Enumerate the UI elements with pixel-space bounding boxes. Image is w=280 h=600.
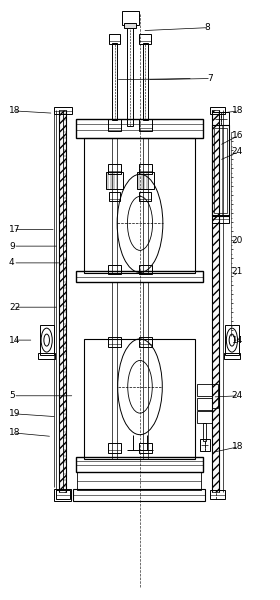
Bar — [54, 107, 72, 115]
Bar — [143, 139, 148, 273]
Bar — [139, 192, 151, 201]
Bar — [203, 423, 206, 440]
Bar — [112, 282, 117, 458]
Bar — [108, 265, 121, 274]
Bar — [197, 398, 213, 410]
Bar — [109, 192, 120, 201]
Bar — [139, 337, 152, 347]
Bar — [210, 490, 225, 499]
Text: 9: 9 — [9, 242, 15, 251]
Text: 17: 17 — [9, 225, 20, 234]
Text: 8: 8 — [204, 23, 210, 32]
Bar — [213, 215, 229, 223]
Bar — [213, 125, 229, 216]
Bar — [56, 490, 69, 499]
Text: 14: 14 — [232, 335, 243, 344]
Bar — [76, 457, 203, 472]
Bar — [197, 385, 213, 397]
Bar — [84, 139, 195, 273]
Text: 24: 24 — [232, 147, 243, 156]
Bar — [213, 110, 220, 491]
Bar — [73, 489, 206, 501]
Bar — [139, 34, 151, 44]
Bar — [220, 125, 222, 216]
Text: 18: 18 — [232, 442, 243, 451]
Bar — [122, 11, 139, 25]
Text: 7: 7 — [207, 74, 213, 83]
Bar — [139, 119, 152, 131]
Bar — [59, 110, 66, 491]
Bar — [106, 172, 123, 189]
Bar — [143, 282, 148, 458]
Bar — [76, 271, 203, 282]
Bar — [108, 119, 121, 131]
Bar — [200, 439, 210, 451]
Bar — [210, 107, 225, 115]
Bar — [139, 265, 152, 274]
Bar — [137, 172, 154, 189]
Bar — [109, 34, 120, 44]
Bar — [112, 139, 117, 273]
Text: 21: 21 — [232, 267, 243, 276]
Text: 18: 18 — [232, 106, 243, 115]
Bar — [108, 337, 121, 347]
Bar — [225, 325, 239, 355]
Bar — [84, 339, 195, 458]
Bar — [77, 472, 201, 490]
Text: 19: 19 — [9, 409, 20, 418]
Bar — [112, 43, 117, 121]
Bar — [139, 164, 152, 174]
Bar — [213, 384, 218, 408]
Bar — [143, 43, 148, 121]
Text: 5: 5 — [9, 391, 15, 400]
Bar — [139, 443, 152, 452]
Text: 24: 24 — [232, 391, 243, 400]
Bar — [54, 489, 71, 501]
Bar — [224, 353, 240, 359]
Text: 20: 20 — [232, 236, 243, 245]
Text: 18: 18 — [9, 428, 20, 437]
Bar — [127, 25, 133, 127]
Bar — [124, 23, 136, 28]
Text: 22: 22 — [9, 302, 20, 311]
Bar — [213, 112, 229, 125]
Text: 16: 16 — [232, 131, 243, 140]
Bar — [214, 128, 227, 213]
Bar — [38, 353, 55, 359]
Bar — [197, 411, 213, 423]
Text: 18: 18 — [9, 106, 20, 115]
Bar — [108, 164, 121, 174]
Bar — [40, 325, 54, 355]
Text: 4: 4 — [9, 259, 15, 268]
Bar — [76, 119, 203, 139]
Bar — [108, 443, 121, 452]
Text: 14: 14 — [9, 335, 20, 344]
